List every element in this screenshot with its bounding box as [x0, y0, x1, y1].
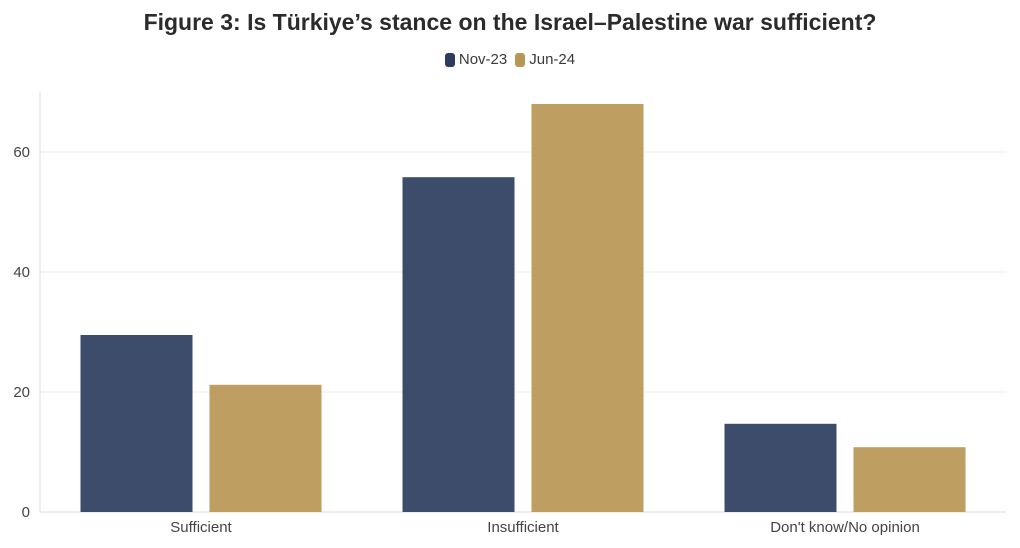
y-tick-label-0: 0	[22, 504, 30, 521]
x-tick-label-don-t-know-no-opinion: Don't know/No opinion	[770, 519, 920, 536]
bar-jun-24-don-t-know-no-opinion	[853, 447, 966, 512]
legend-label-jun-24: Jun-24	[529, 51, 576, 68]
x-tick-label-sufficient: Sufficient	[170, 519, 232, 536]
legend: Nov-23 Jun-24	[0, 51, 1020, 68]
legend-item-jun-24[interactable]: Jun-24	[515, 51, 575, 68]
bar-jun-24-insufficient	[531, 104, 644, 512]
bar-nov-23-don-t-know-no-opinion	[724, 423, 837, 512]
y-tick-label-40: 40	[13, 264, 30, 281]
legend-swatch-nov-23	[444, 52, 455, 67]
chart-title: Figure 3: Is Türkiye’s stance on the Isr…	[143, 9, 877, 35]
bar-nov-23-sufficient	[80, 335, 193, 512]
legend-swatch-jun-24	[515, 52, 526, 67]
y-tick-label-20: 20	[13, 384, 30, 401]
legend-item-nov-23[interactable]: Nov-23	[444, 51, 508, 68]
bar-nov-23-insufficient	[402, 177, 515, 512]
y-tick-label-60: 60	[13, 144, 30, 161]
bar-jun-24-sufficient	[209, 384, 322, 512]
x-tick-label-insufficient: Insufficient	[487, 519, 559, 536]
legend-label-nov-23: Nov-23	[458, 51, 508, 68]
